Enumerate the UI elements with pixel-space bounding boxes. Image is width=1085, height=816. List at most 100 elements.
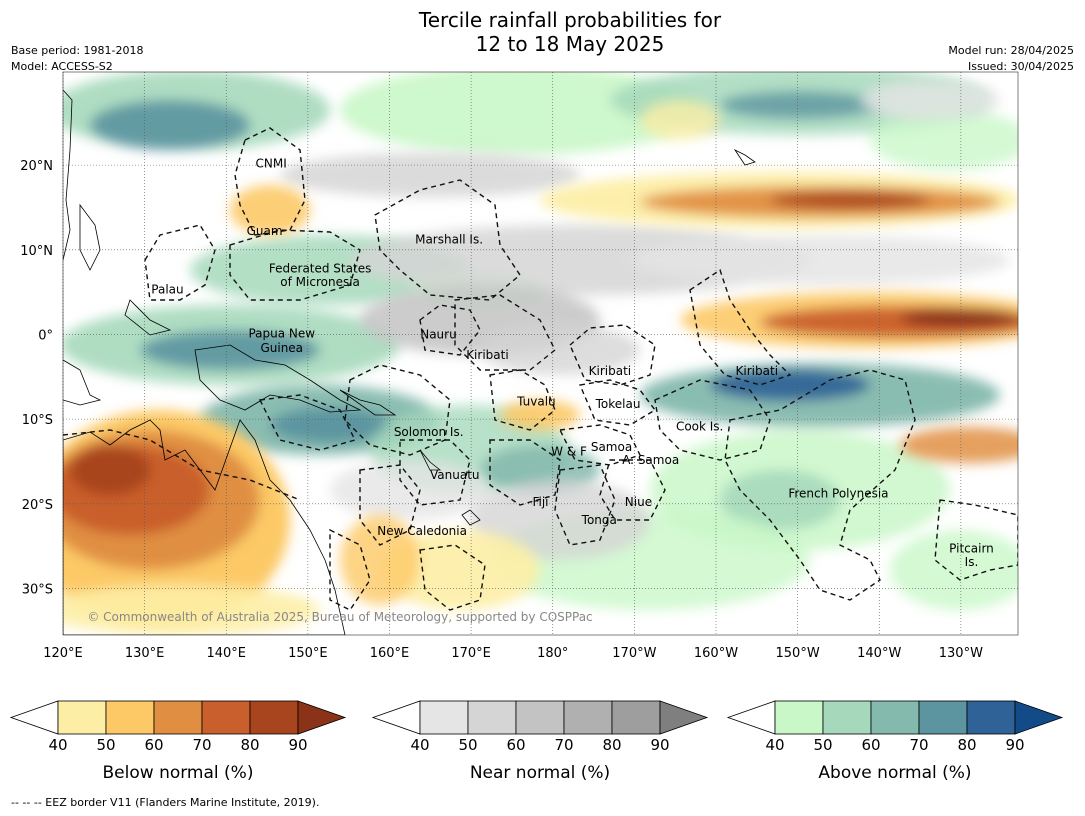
region-label: Tokelau [595,397,641,411]
region-label: New Caledonia [377,524,467,538]
colorbar-segment [870,700,920,735]
colorbar-extend-high [297,700,347,735]
region-label: Guam [247,224,283,238]
colorbar-tick-label: 90 [1005,736,1024,754]
region-label: Solomon Is. [394,425,464,439]
lon-tick-label: 170°W [612,646,656,661]
colorbar-tick-label: 40 [765,736,784,754]
region-label: Samoa [591,440,632,454]
region-label: of Micronesia [280,275,360,289]
chart-title-line2: 12 to 18 May 2025 [475,32,665,56]
lon-tick-label: 120°E [43,646,83,661]
lon-tick-label: 160°W [694,646,738,661]
lat-tick-label: 30°S [22,582,53,597]
model-text: Model: ACCESS-S2 [11,60,113,73]
region-label: Federated States [269,261,371,275]
colorbar: 40 50 60 70 80 90 Below normal (%) [9,700,347,783]
lat-tick-label: 0° [38,328,53,343]
lon-tick-label: 130°E [125,646,165,661]
colorbar-tick-label: 80 [240,736,259,754]
colorbar-segment [153,700,203,735]
colorbar-segment [774,700,824,735]
lat-tick-label: 10°N [20,244,53,259]
copyright-text: © Commonwealth of Australia 2025, Bureau… [87,610,592,624]
colorbar-segment [57,700,107,735]
lon-tick-label: 150°W [776,646,820,661]
colorbar-extend-low [371,700,421,735]
region-label: Nauru [420,327,456,341]
colorbar-tick-label: 40 [410,736,429,754]
lon-tick-label: 180° [537,646,568,661]
colorbar-tick-label: 80 [602,736,621,754]
model-run-text: Model run: 28/04/2025 [948,44,1074,57]
colorbar-extend-low [726,700,776,735]
region-label: French Polynesia [788,487,888,501]
region-label: CNMI [256,156,287,170]
colorbar-tick-label: 40 [48,736,67,754]
region-label: Guinea [260,341,303,355]
issued-text: Issued: 30/04/2025 [967,60,1074,73]
eez-footnote: -- -- -- EEZ border V11 (Flanders Marine… [11,796,320,809]
eez-borders [63,127,1018,611]
colorbars: 40 50 60 70 80 90 Below normal (%) 40 50 60 70 80 90… [9,700,1064,783]
colorbar-tick-label: 70 [554,736,573,754]
graticule [62,72,1018,635]
colorbar: 40 50 60 70 80 90 Above normal (%) [726,700,1064,783]
colorbar-tick-label: 50 [96,736,115,754]
colorbar-extend-low [9,700,59,735]
colorbar-title: Near normal (%) [470,763,610,783]
axis-labels: 120°E 130°E 140°E 150°E 160°E 170°E 180° 170°W 1… [20,159,983,661]
colorbar-tick-label: 70 [192,736,211,754]
region-label: Tonga [581,513,617,527]
colorbar-segment [966,700,1016,735]
colorbar-extend-high [1014,700,1064,735]
lon-tick-label: 140°E [206,646,246,661]
probability-shading [63,72,1018,635]
region-label: Is. [965,555,979,569]
colorbar-tick-label: 80 [957,736,976,754]
lon-tick-label: 170°E [451,646,491,661]
region-label: Cook Is. [676,420,723,434]
lon-tick-label: 150°E [288,646,328,661]
colorbar-segment [201,700,251,735]
colorbar-tick-label: 60 [144,736,163,754]
region-label: Vanuatu [430,468,480,482]
chart-title-line1: Tercile rainfall probabilities for [418,8,722,32]
region-label: Pitcairn [949,542,994,556]
colorbar: 40 50 60 70 80 90 Near normal (%) [371,700,709,783]
region-label: Fiji [532,495,548,509]
colorbar-tick-label: 70 [909,736,928,754]
lon-tick-label: 140°W [857,646,901,661]
colorbar-title: Below normal (%) [103,763,254,783]
colorbar-segment [822,700,872,735]
colorbar-segment [467,700,517,735]
colorbar-tick-label: 60 [861,736,880,754]
region-labels: CNMI Guam Marshall Is. Palau Federated State… [151,156,993,569]
region-label: Kiribati [466,348,508,362]
colorbar-segment [611,700,661,735]
lat-tick-label: 20°N [20,159,53,174]
colorbar-segment [419,700,469,735]
coastlines [63,89,756,635]
colorbar-segment [563,700,613,735]
region-label: Marshall Is. [415,233,483,247]
colorbar-tick-label: 50 [813,736,832,754]
colorbar-tick-label: 50 [458,736,477,754]
region-label: Tuvalu [516,394,556,408]
lat-tick-label: 10°S [22,413,53,428]
colorbar-tick-label: 60 [506,736,525,754]
region-label: Kiribati [736,364,778,378]
region-label: A. Samoa [622,453,679,467]
region-label: Palau [151,283,183,297]
lon-tick-label: 160°E [370,646,410,661]
colorbar-segment [105,700,155,735]
colorbar-segment [515,700,565,735]
colorbar-segment [249,700,299,735]
region-label: W & F [551,444,587,458]
colorbar-extend-high [659,700,709,735]
lat-tick-label: 20°S [22,498,53,513]
colorbar-segment [918,700,968,735]
lon-tick-label: 130°W [939,646,983,661]
colorbar-title: Above normal (%) [818,763,971,783]
